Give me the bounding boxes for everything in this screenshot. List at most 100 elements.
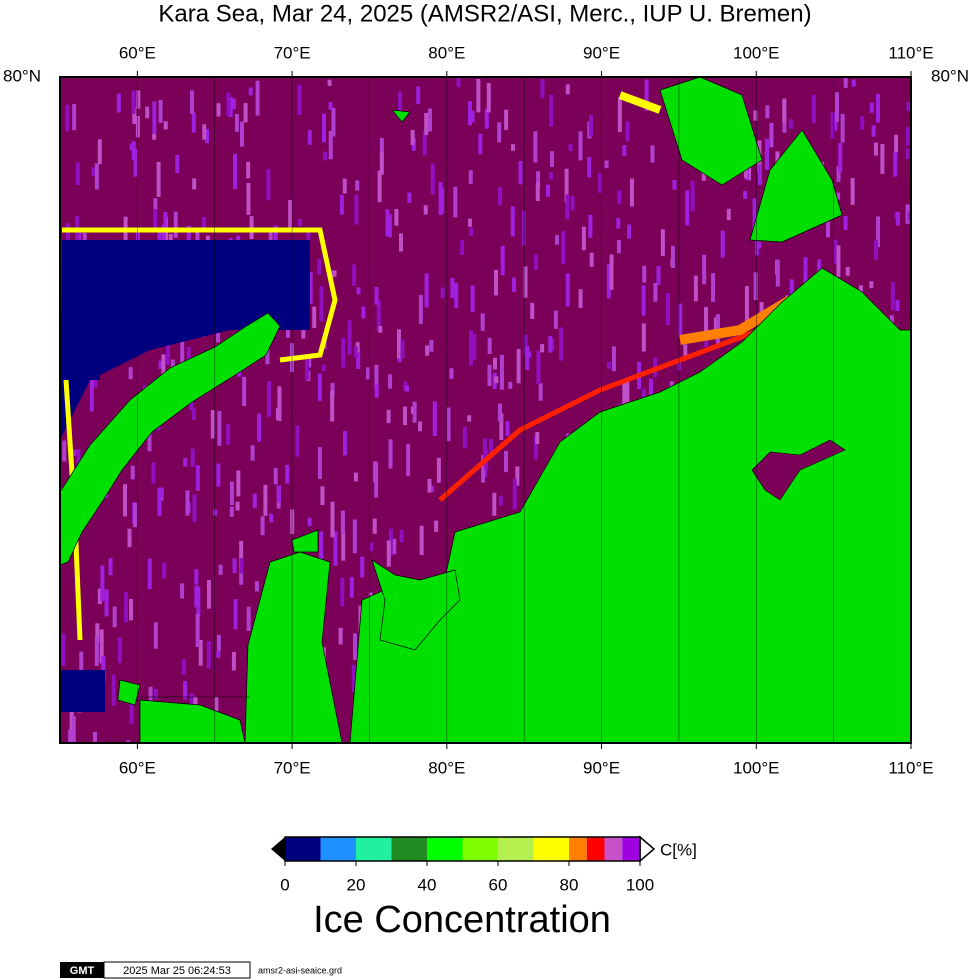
ice-texture-cell — [753, 272, 758, 301]
colorbar-tick-label: 20 — [347, 875, 366, 894]
ice-texture-cell — [198, 639, 203, 666]
ice-texture-cell — [540, 344, 545, 353]
ice-texture-cell — [434, 520, 439, 532]
ice-texture-cell — [341, 532, 346, 561]
colorbar-segment — [498, 837, 534, 861]
ice-texture-cell — [319, 531, 324, 561]
ice-texture-cell — [851, 79, 856, 87]
ice-texture-cell — [233, 599, 238, 630]
ice-texture-cell — [71, 716, 76, 743]
ice-texture-cell — [189, 90, 194, 114]
ice-texture-cell — [641, 285, 646, 316]
ice-texture-cell — [672, 179, 677, 190]
ice-texture-cell — [330, 390, 335, 422]
ice-texture-cell — [538, 383, 543, 401]
ice-texture-cell — [851, 742, 856, 743]
ice-texture-cell — [69, 711, 74, 738]
ice-texture-cell — [226, 423, 231, 445]
ice-texture-cell — [210, 410, 215, 439]
ice-texture-cell — [394, 208, 399, 226]
ice-texture-cell — [650, 145, 655, 163]
ice-texture-cell — [508, 381, 513, 389]
ice-texture-cell — [205, 235, 210, 244]
ice-texture-cell — [352, 519, 357, 554]
ice-texture-cell — [535, 432, 540, 444]
ice-texture-cell — [360, 556, 365, 578]
ice-texture-cell — [186, 225, 191, 253]
colorbar-segment — [533, 837, 569, 861]
ice-texture-cell — [331, 107, 336, 137]
ice-texture-cell — [436, 457, 441, 483]
colorbar-segment — [391, 837, 427, 861]
ice-texture-cell — [239, 558, 244, 574]
ice-texture-cell — [512, 478, 517, 510]
ice-texture-cell — [616, 239, 621, 254]
colorbar-frame — [284, 836, 641, 862]
colorbar-tick-label: 40 — [418, 875, 437, 894]
ice-texture-cell — [565, 273, 570, 307]
ice-texture-cell — [217, 410, 222, 446]
ice-texture-cell — [429, 340, 434, 352]
ice-texture-cell — [534, 254, 539, 271]
ice-texture-cell — [840, 113, 845, 143]
ice-texture-cell — [152, 133, 157, 140]
ice-texture-cell — [151, 462, 156, 484]
ice-texture-cell — [880, 144, 885, 174]
ice-texture-cell — [62, 440, 67, 462]
ice-texture-cell — [410, 129, 415, 146]
ice-texture-cell — [424, 273, 429, 308]
ice-texture-cell — [161, 224, 166, 242]
ice-texture-cell — [523, 334, 528, 356]
ice-texture-cell — [469, 228, 474, 236]
ice-texture-cell — [753, 110, 758, 121]
ice-texture-cell — [231, 651, 236, 671]
ice-texture-cell — [388, 528, 393, 557]
ice-texture-cell — [108, 557, 113, 576]
ice-texture-cell — [703, 306, 708, 338]
timestamp: 2025 Mar 25 06:24:53 — [123, 965, 231, 977]
open-water — [60, 330, 100, 380]
ice-texture-cell — [89, 378, 94, 412]
ice-texture-cell — [404, 385, 409, 392]
ice-texture-cell — [216, 650, 221, 658]
ice-texture-cell — [480, 313, 485, 331]
ice-texture-cell — [327, 79, 332, 86]
ice-texture-cell — [587, 156, 592, 178]
open-water — [60, 240, 310, 440]
ice-texture-cell — [527, 351, 532, 358]
ice-texture-cell — [202, 124, 207, 140]
ice-texture-cell — [644, 79, 649, 111]
land — [60, 77, 911, 743]
timestamp-box — [103, 961, 251, 979]
ice-texture-cell — [388, 374, 393, 389]
ice-texture-cell — [129, 143, 134, 151]
ice-texture-cell — [252, 493, 257, 509]
ice-texture-cell — [192, 408, 197, 420]
ice-texture-cell — [453, 186, 458, 218]
ice-texture-cell — [836, 245, 841, 277]
ice-texture-cell — [430, 163, 435, 195]
ice-texture-cell — [216, 635, 221, 652]
ice-texture-cell — [438, 182, 443, 216]
lon-label: 100°E — [733, 43, 780, 62]
colorbar-tick-label: 60 — [489, 875, 508, 894]
ice-texture-cell — [869, 281, 874, 289]
ice-texture-cell — [726, 208, 731, 221]
ice-texture-cell — [91, 167, 96, 176]
ice-texture-cell — [228, 96, 233, 117]
ice-texture-cell — [561, 231, 566, 265]
ice-texture-cell — [387, 214, 392, 238]
lon-label: 90°E — [583, 43, 620, 62]
ice-texture-cell — [486, 82, 491, 113]
ice-texture-cell — [400, 339, 405, 359]
ice-texture-cell — [836, 166, 841, 182]
colorbar-segment — [320, 837, 356, 861]
ice-texture-cell — [341, 337, 346, 368]
ice-texture-cell — [206, 641, 211, 669]
ice-texture-cell — [743, 191, 748, 199]
ice-texture-cell — [129, 694, 134, 724]
ice-texture-cell — [497, 403, 502, 422]
lon-label: 70°E — [274, 43, 311, 62]
ice-texture-cell — [860, 116, 865, 130]
ice-texture-cell — [131, 141, 136, 161]
